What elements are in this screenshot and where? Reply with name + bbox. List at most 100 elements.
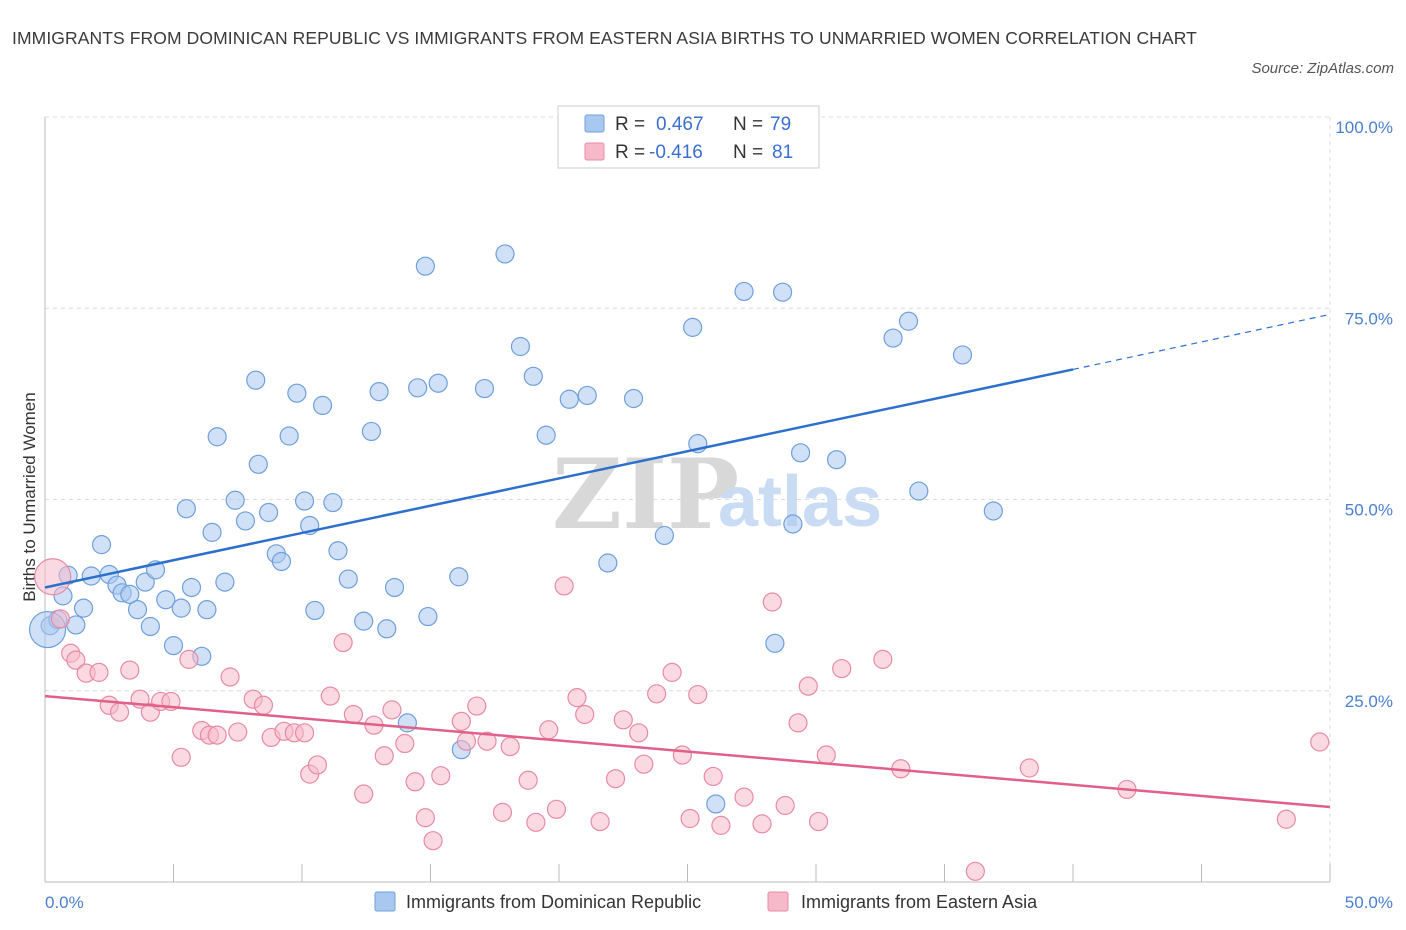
point-eastern-asia-49 bbox=[546, 799, 567, 819]
point-eastern-asia-0 bbox=[34, 558, 72, 596]
point-dominican-59 bbox=[559, 389, 579, 409]
point-eastern-asia-56 bbox=[629, 723, 649, 743]
point-dominican-72 bbox=[826, 450, 847, 470]
point-dominican-39 bbox=[323, 492, 343, 513]
point-dominican-38 bbox=[312, 395, 333, 416]
legend-n-value-1: 79 bbox=[770, 114, 791, 135]
point-eastern-asia-71 bbox=[808, 811, 829, 832]
point-dominican-57 bbox=[523, 366, 543, 386]
point-dominican-13 bbox=[135, 572, 155, 592]
point-dominican-26 bbox=[225, 490, 245, 510]
point-dominican-12 bbox=[127, 600, 148, 620]
point-eastern-asia-45 bbox=[500, 736, 520, 757]
y-tick-label-1: 75.0% bbox=[1345, 309, 1393, 328]
point-eastern-asia-70 bbox=[798, 676, 818, 696]
point-dominican-28 bbox=[246, 370, 266, 390]
point-eastern-asia-30 bbox=[343, 704, 363, 725]
point-eastern-asia-5 bbox=[89, 662, 109, 682]
legend-n-value-2: 81 bbox=[772, 142, 793, 163]
point-dominican-5 bbox=[73, 598, 94, 618]
point-eastern-asia-33 bbox=[374, 746, 394, 766]
point-eastern-asia-29 bbox=[333, 632, 353, 653]
y-tick-label-0: 100.0% bbox=[1335, 118, 1393, 137]
point-eastern-asia-73 bbox=[832, 658, 852, 679]
point-eastern-asia-58 bbox=[647, 684, 667, 704]
point-dominican-16 bbox=[156, 590, 176, 610]
point-eastern-asia-25 bbox=[294, 723, 315, 743]
point-dominican-23 bbox=[202, 522, 222, 542]
point-dominican-20 bbox=[181, 577, 202, 598]
point-dominican-29 bbox=[248, 454, 268, 474]
point-eastern-asia-35 bbox=[395, 733, 415, 754]
point-eastern-asia-19 bbox=[228, 722, 248, 742]
point-eastern-asia-8 bbox=[120, 660, 140, 680]
point-eastern-asia-61 bbox=[680, 808, 700, 829]
point-eastern-asia-77 bbox=[1019, 758, 1039, 778]
point-eastern-asia-68 bbox=[775, 795, 795, 816]
point-dominican-34 bbox=[287, 383, 307, 403]
point-eastern-asia-69 bbox=[788, 713, 808, 733]
legend-r-label-2: R = bbox=[615, 142, 645, 163]
point-dominican-14 bbox=[140, 616, 160, 637]
point-eastern-asia-50 bbox=[554, 576, 574, 596]
point-dominican-69 bbox=[772, 282, 793, 302]
x-tick-labels: 0.0% 50.0% bbox=[45, 893, 1393, 912]
point-dominican-66 bbox=[706, 794, 726, 814]
series-legend: Immigrants from Dominican Republic Immig… bbox=[374, 891, 1038, 912]
point-eastern-asia-53 bbox=[590, 811, 610, 832]
point-dominican-42 bbox=[354, 611, 374, 631]
point-eastern-asia-41 bbox=[456, 731, 477, 751]
legend-swatch-dominican bbox=[584, 114, 605, 133]
point-dominican-56 bbox=[510, 336, 531, 357]
point-eastern-asia-51 bbox=[567, 688, 587, 708]
point-eastern-asia-47 bbox=[526, 812, 546, 832]
point-eastern-asia-34 bbox=[382, 700, 402, 720]
legend-r-label-1: R = bbox=[615, 114, 645, 135]
point-eastern-asia-1 bbox=[50, 609, 71, 629]
point-eastern-asia-54 bbox=[605, 769, 626, 789]
point-eastern-asia-67 bbox=[762, 592, 782, 612]
point-eastern-asia-40 bbox=[451, 711, 471, 731]
point-dominican-44 bbox=[369, 382, 389, 402]
point-dominican-30 bbox=[258, 502, 279, 523]
point-dominican-64 bbox=[683, 317, 703, 337]
point-eastern-asia-39 bbox=[431, 766, 451, 786]
point-dominican-18 bbox=[171, 598, 191, 618]
point-dominican-46 bbox=[384, 577, 405, 598]
point-eastern-asia-38 bbox=[423, 831, 443, 851]
point-dominican-11 bbox=[120, 584, 140, 604]
point-dominican-24 bbox=[207, 427, 227, 447]
point-eastern-asia-14 bbox=[179, 649, 199, 669]
point-eastern-asia-3 bbox=[66, 650, 86, 670]
point-dominican-19 bbox=[176, 499, 196, 519]
point-eastern-asia-31 bbox=[354, 784, 374, 804]
point-eastern-asia-64 bbox=[711, 815, 731, 835]
point-eastern-asia-36 bbox=[405, 772, 425, 792]
legend-n-label-1: N = bbox=[733, 114, 763, 135]
x-tick-label-0: 0.0% bbox=[45, 893, 84, 912]
point-dominican-33 bbox=[279, 426, 299, 446]
axes bbox=[44, 117, 1331, 883]
series-legend-label-dominican: Immigrants from Dominican Republic bbox=[406, 892, 701, 912]
point-eastern-asia-74 bbox=[873, 649, 893, 669]
point-dominican-76 bbox=[952, 345, 973, 365]
series-eastern-asia-points bbox=[34, 558, 1330, 881]
legend-r-value-1: 0.467 bbox=[656, 114, 704, 135]
trend-line-eastern-asia bbox=[44, 694, 1331, 809]
legend-n-label-2: N = bbox=[733, 142, 763, 163]
legend-r-value-2: -0.416 bbox=[649, 142, 703, 163]
point-dominican-45 bbox=[377, 619, 397, 639]
point-eastern-asia-42 bbox=[467, 696, 487, 716]
point-eastern-asia-72 bbox=[816, 745, 836, 765]
point-dominican-70 bbox=[783, 514, 803, 534]
point-dominican-37 bbox=[305, 600, 325, 621]
point-dominican-27 bbox=[235, 511, 256, 531]
point-dominican-41 bbox=[338, 569, 358, 589]
point-eastern-asia-66 bbox=[752, 814, 772, 834]
trend-line-dominican bbox=[44, 368, 1074, 589]
x-tick-label-1: 50.0% bbox=[1345, 893, 1393, 912]
watermark-zip: ZIP bbox=[552, 438, 739, 551]
point-dominican-75 bbox=[909, 481, 929, 501]
chart-source: Source: ZipAtlas.com bbox=[1251, 60, 1394, 77]
